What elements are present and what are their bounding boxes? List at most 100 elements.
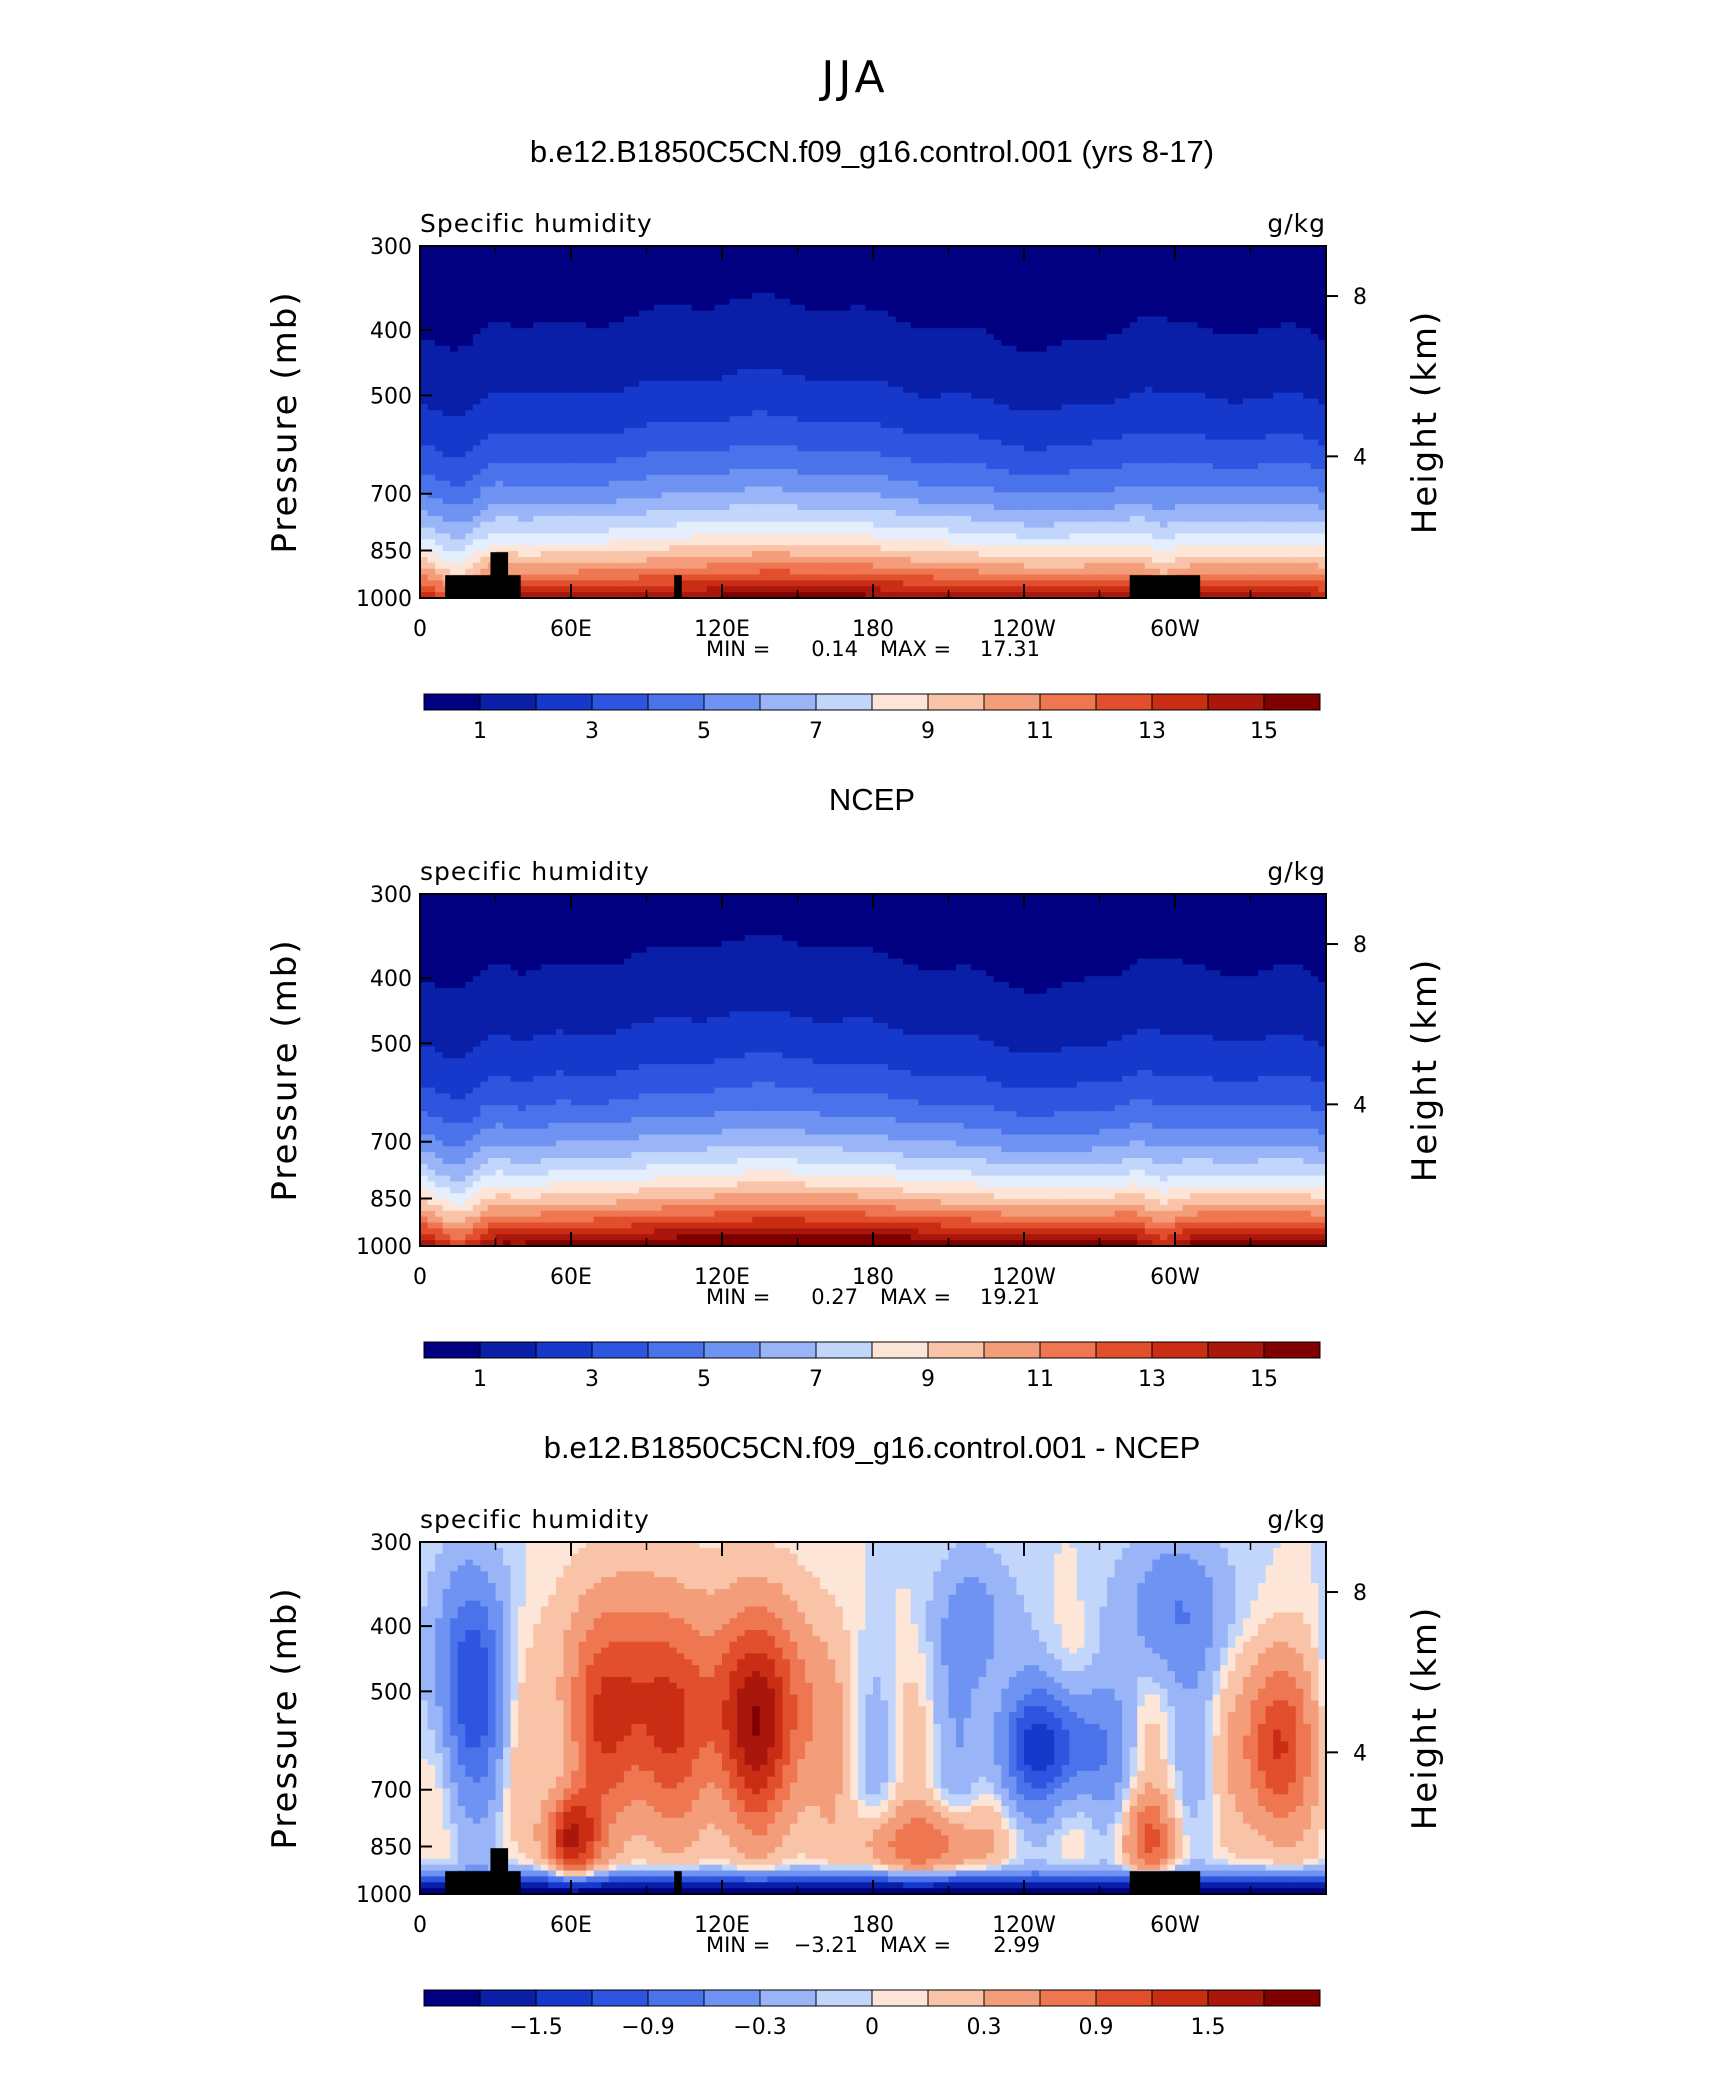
contour-cell [442, 439, 451, 447]
contour-cell [450, 392, 459, 400]
contour-cell [1039, 515, 1048, 523]
contour-cell [518, 322, 527, 329]
contour-cell [563, 527, 572, 535]
contour-cell [978, 498, 987, 505]
contour-cell [631, 298, 640, 306]
contour-cell [729, 328, 738, 335]
contour-cell [744, 545, 753, 552]
contour-cell [435, 269, 444, 276]
contour-cell [525, 568, 534, 576]
contour-cell [759, 463, 768, 470]
contour-cell [540, 533, 549, 540]
contour-cell [797, 404, 806, 411]
contour-cell [525, 498, 534, 505]
contour-cell [533, 322, 542, 329]
contour-cell [812, 551, 821, 558]
contour-cell [835, 410, 844, 417]
contour-cell [555, 404, 565, 411]
contour-cell [427, 580, 436, 587]
contour-cell [593, 316, 602, 323]
contour-cell [722, 386, 731, 394]
contour-cell [880, 322, 889, 329]
contour-cell [752, 246, 761, 253]
contour-cell [533, 445, 542, 452]
contour-cell [1008, 287, 1018, 294]
contour-cell [933, 281, 942, 288]
contour-cell [593, 422, 602, 429]
contour-cell [435, 521, 444, 529]
contour-cell [759, 322, 768, 329]
contour-cell [956, 433, 965, 441]
contour-cell [631, 398, 640, 405]
contour-cell [880, 351, 889, 359]
contour-cell [774, 375, 783, 382]
contour-cell [706, 310, 716, 317]
contour-cell [457, 334, 466, 341]
contour-cell [616, 287, 625, 294]
contour-cell [518, 275, 527, 282]
contour-cell [503, 433, 512, 441]
contour-cell [956, 521, 965, 529]
contour-cell [948, 292, 957, 300]
contour-cell [472, 251, 481, 259]
contour-cell [420, 363, 429, 370]
contour-cell [450, 351, 459, 359]
contour-cell [797, 427, 806, 435]
contour-cell [563, 568, 572, 576]
contour-cell [548, 492, 557, 499]
contour-cell [578, 292, 587, 300]
contour-cell [480, 375, 489, 382]
contour-cell [571, 574, 580, 581]
contour-cell [993, 504, 1002, 511]
contour-cell [706, 410, 716, 417]
contour-cell [638, 474, 648, 482]
contour-cell [691, 351, 700, 359]
contour-cell [812, 515, 821, 523]
contour-cell [956, 539, 965, 546]
contour-cell [533, 498, 542, 505]
contour-cell [525, 363, 534, 370]
contour-cell [706, 392, 716, 400]
contour-cell [676, 427, 685, 435]
contour-cell [548, 334, 557, 341]
contour-cell [774, 322, 783, 329]
contour-cell [978, 504, 987, 511]
contour-cell [759, 433, 768, 441]
contour-cell [1039, 580, 1048, 587]
contour-cell [676, 474, 685, 482]
contour-cell [699, 510, 708, 517]
contour-cell [495, 427, 504, 435]
contour-cell [1001, 345, 1010, 353]
contour-cell [646, 592, 655, 598]
contour-cell [442, 463, 451, 470]
contour-cell [722, 304, 731, 312]
contour-cell [518, 316, 527, 323]
contour-cell [548, 592, 557, 598]
contour-cell [1039, 433, 1048, 441]
contour-cell [865, 451, 874, 458]
contour-cell [691, 427, 700, 435]
contour-cell [555, 527, 565, 535]
contour-cell [578, 422, 587, 429]
contour-cell [646, 521, 655, 529]
contour-cell [827, 398, 836, 405]
contour-cell [442, 474, 451, 482]
contour-cell [480, 480, 489, 488]
contour-cell [586, 451, 595, 458]
contour-cell [963, 445, 972, 452]
contour-cell [986, 433, 995, 441]
contour-cell [593, 510, 602, 517]
contour-cell [903, 521, 912, 529]
contour-cell [722, 574, 731, 581]
contour-cell [865, 586, 874, 593]
contour-cell [1016, 486, 1025, 493]
contour-cell [465, 510, 474, 517]
contour-cell [827, 457, 836, 464]
contour-cell [1039, 439, 1048, 447]
contour-cell [850, 263, 859, 271]
contour-cell [472, 463, 481, 470]
contour-cell [963, 275, 972, 282]
contour-cell [767, 386, 776, 394]
contour-cell [691, 486, 700, 493]
contour-cell [797, 480, 806, 488]
